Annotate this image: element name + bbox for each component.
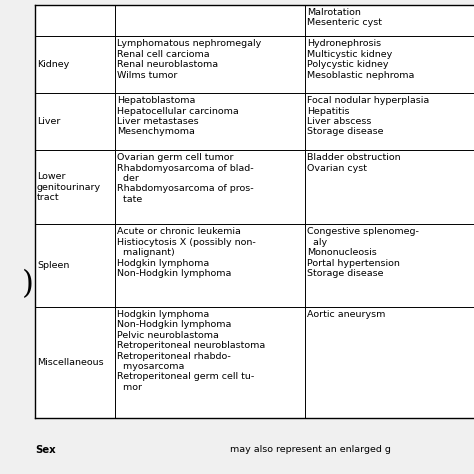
Text: Focal nodular hyperplasia
Hepatitis
Liver abscess
Storage disease: Focal nodular hyperplasia Hepatitis Live… [307, 96, 429, 137]
Text: Congestive splenomeg-
  aly
Mononucleosis
Portal hypertension
Storage disease: Congestive splenomeg- aly Mononucleosis … [307, 228, 419, 278]
Text: ): ) [22, 270, 34, 301]
Text: may also represent an enlarged g: may also represent an enlarged g [230, 445, 391, 454]
Text: Ovarian germ cell tumor
Rhabdomyosarcoma of blad-
  der
Rhabdomyosarcoma of pros: Ovarian germ cell tumor Rhabdomyosarcoma… [117, 153, 254, 204]
Bar [35, 5, 474, 418]
Text: Lower
genitourinary
tract: Lower genitourinary tract [37, 173, 101, 202]
Text: Bladder obstruction
Ovarian cyst: Bladder obstruction Ovarian cyst [307, 153, 401, 173]
Text: Liver: Liver [37, 117, 60, 126]
Text: Lymphomatous nephromegaly
Renal cell carcioma
Renal neuroblastoma
Wilms tumor: Lymphomatous nephromegaly Renal cell car… [117, 39, 261, 80]
Text: Malrotation
Mesenteric cyst: Malrotation Mesenteric cyst [307, 8, 382, 27]
Text: Acute or chronic leukemia
Histiocytosis X (possibly non-
  malignant)
Hodgkin ly: Acute or chronic leukemia Histiocytosis … [117, 228, 256, 278]
Text: Aortic aneurysm: Aortic aneurysm [307, 310, 385, 319]
Text: Sex: Sex [35, 445, 55, 455]
Text: Kidney: Kidney [37, 60, 69, 69]
Text: Hydronephrosis
Multicystic kidney
Polycystic kidney
Mesoblastic nephroma: Hydronephrosis Multicystic kidney Polycy… [307, 39, 414, 80]
Text: Spleen: Spleen [37, 261, 69, 270]
Text: Miscellaneous: Miscellaneous [37, 358, 104, 367]
Text: Hodgkin lymphoma
Non-Hodgkin lymphoma
Pelvic neuroblastoma
Retroperitoneal neuro: Hodgkin lymphoma Non-Hodgkin lymphoma Pe… [117, 310, 265, 392]
Text: Hepatoblastoma
Hepatocellular carcinoma
Liver metastases
Mesenchymoma: Hepatoblastoma Hepatocellular carcinoma … [117, 96, 239, 137]
